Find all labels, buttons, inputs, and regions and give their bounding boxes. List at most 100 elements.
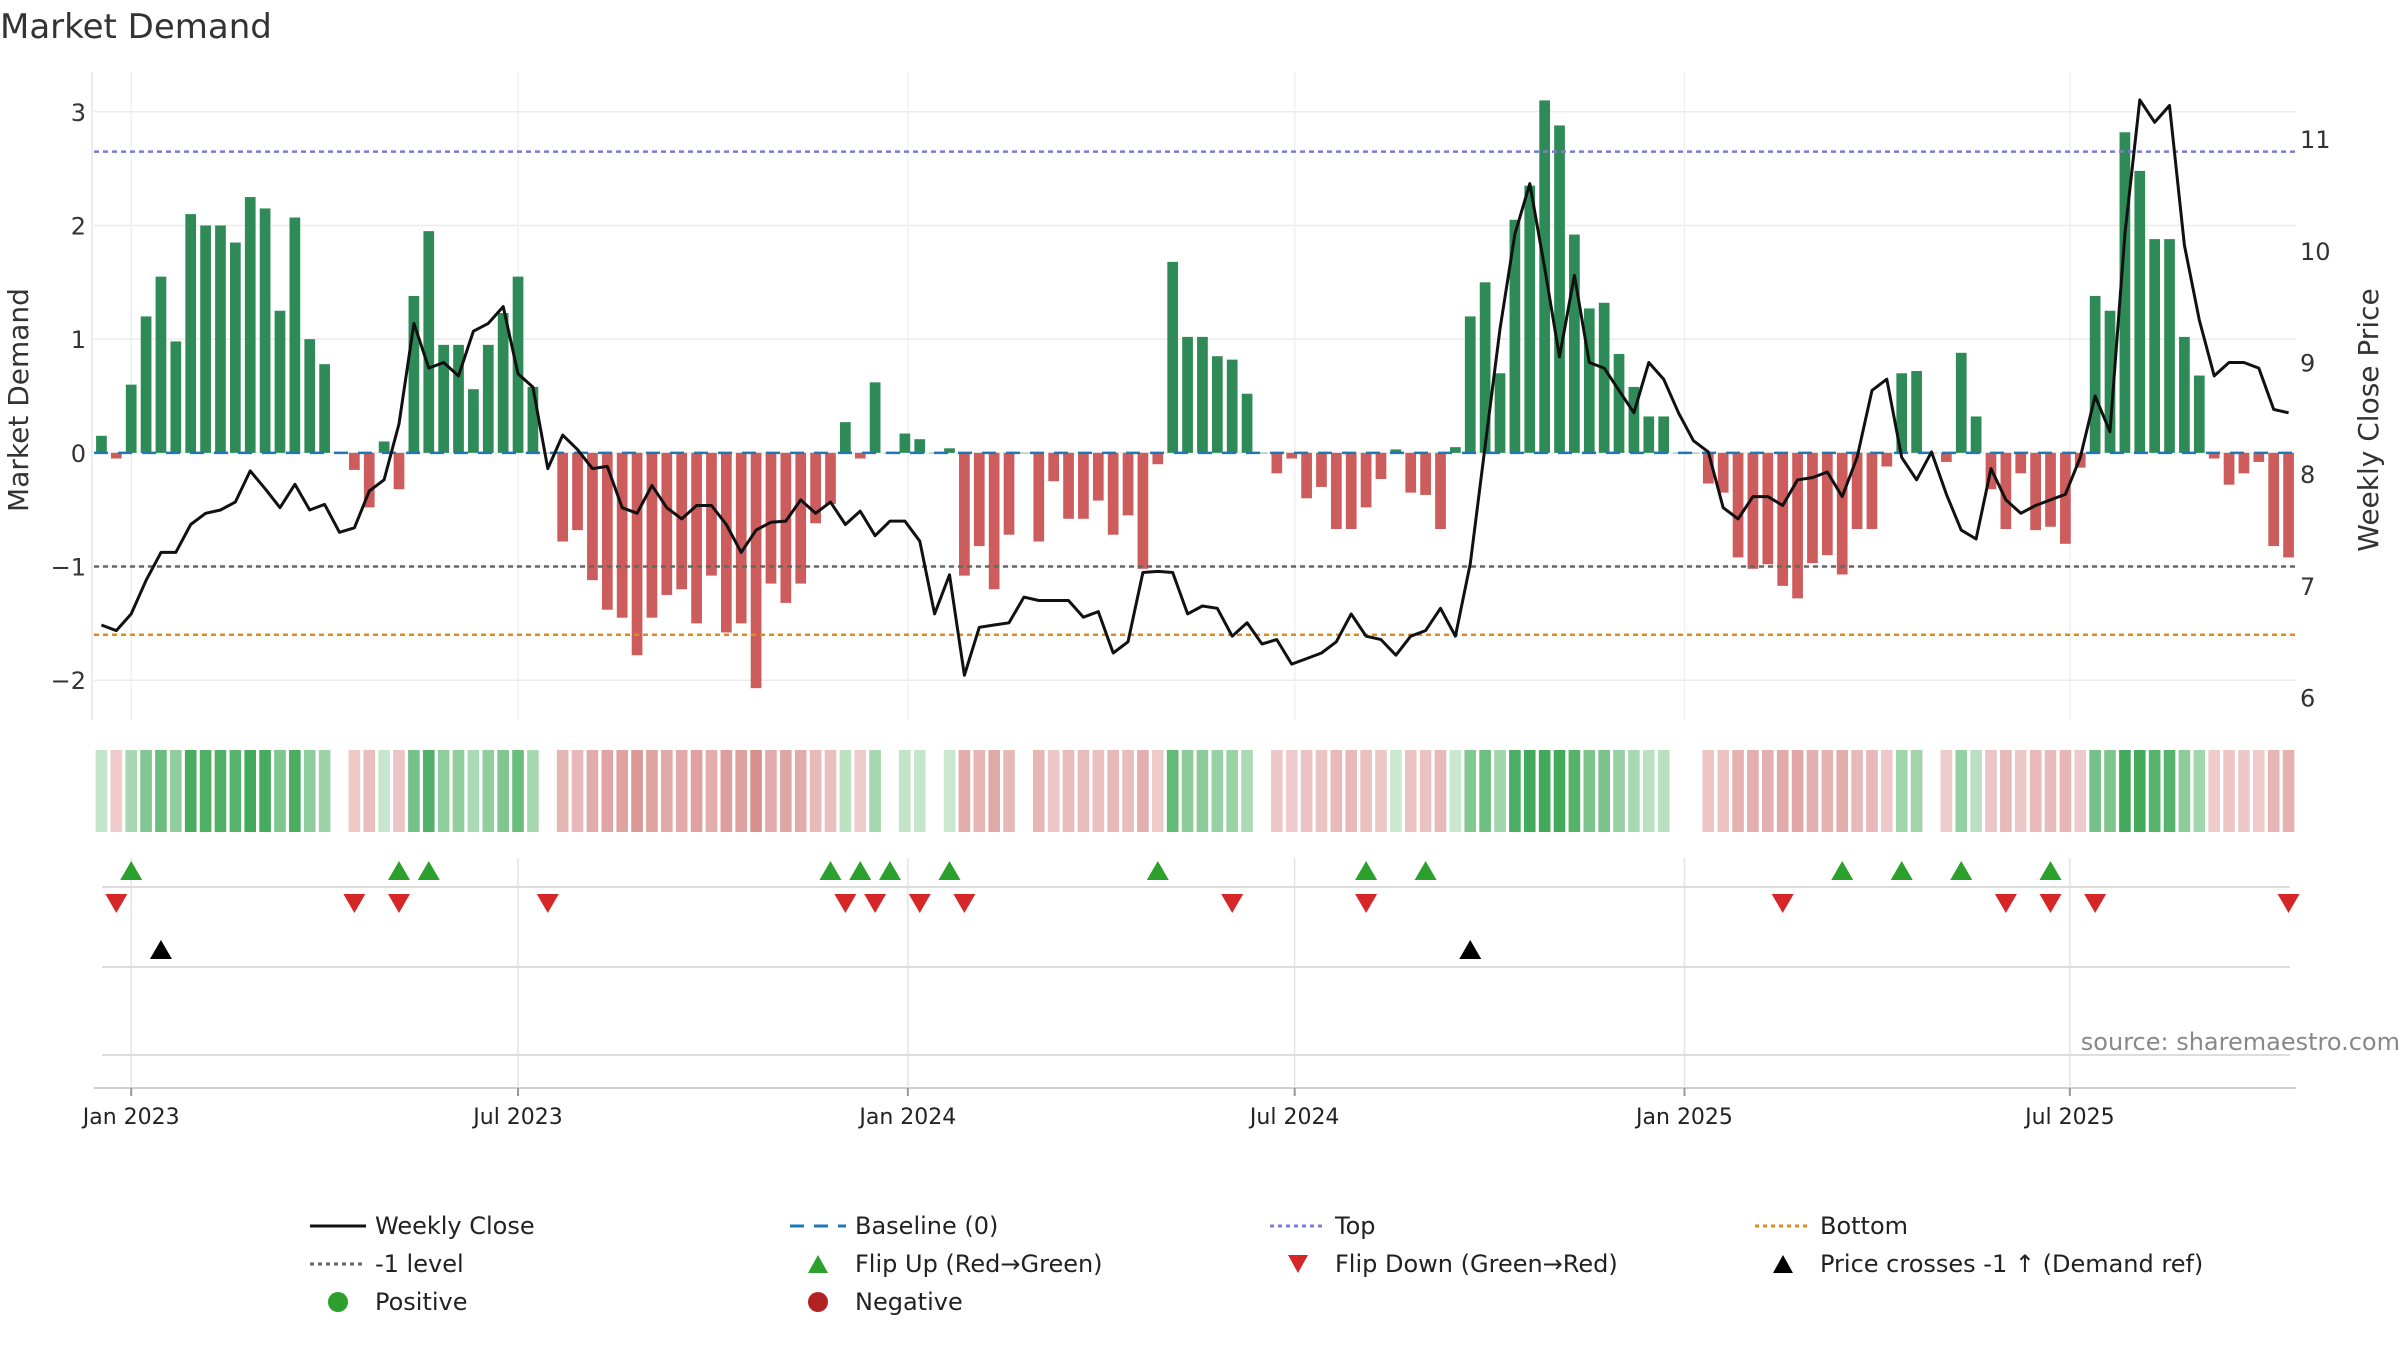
demand-bar (1762, 452, 1774, 565)
demand-bar (140, 316, 152, 453)
demand-bar (2000, 452, 2012, 530)
demand-bar (1955, 352, 1967, 453)
demand-bar (1078, 452, 1089, 519)
heat-cell (1390, 750, 1402, 832)
flip-up-marker (1950, 861, 1973, 880)
heat-cell (1494, 750, 1506, 832)
heat-cell (125, 750, 137, 832)
heat-cell (1821, 750, 1834, 832)
demand-bar (1658, 416, 1670, 453)
heat-cell (1851, 750, 1863, 832)
demand-bar (601, 452, 613, 610)
heat-cell (2238, 750, 2250, 832)
legend-label: Baseline (0) (855, 1212, 999, 1240)
demand-bar (1360, 452, 1372, 508)
heat-cell (1285, 750, 1298, 832)
demand-bar (512, 276, 524, 453)
demand-bar (840, 422, 851, 453)
demand-bar (1241, 393, 1253, 453)
demand-bar (2119, 132, 2131, 453)
heat-cell (1866, 750, 1878, 832)
heat-cell (1137, 750, 1149, 832)
demand-bar (1271, 452, 1283, 474)
demand-bar (497, 313, 509, 453)
heat-cell (809, 750, 822, 832)
flip-down-marker (2084, 894, 2107, 913)
heat-cell (854, 750, 867, 832)
level-lines (94, 150, 2296, 636)
heat-cell (1613, 750, 1625, 832)
x-tick-label: Jan 2023 (81, 1105, 180, 1130)
heat-cell (1642, 750, 1655, 832)
heat-cell (408, 750, 420, 832)
dot-icon (785, 1284, 851, 1320)
demand-bar (215, 225, 226, 453)
x-axis-ticks: Jan 2023 Jul 2023 Jan 2024 Jul 2024 Jan 2025… (81, 1088, 2115, 1130)
heat-cell (1717, 750, 1729, 832)
heat-cell (199, 750, 212, 832)
legend-symbol (1265, 1208, 1331, 1244)
triangle-down-icon (1265, 1246, 1331, 1282)
heat-cell (2000, 750, 2012, 832)
chart-title: Market Demand (0, 7, 272, 47)
demand-bar (1316, 452, 1327, 487)
heat-cell (2267, 750, 2280, 832)
heat-cell (2059, 750, 2072, 832)
heat-cell (2133, 750, 2146, 832)
demand-bar (795, 452, 807, 584)
legend-symbol (1750, 1208, 1816, 1244)
heat-cell (110, 750, 123, 832)
heat-cell (1479, 750, 1491, 832)
source-credit: source: sharemaestro.com (2081, 1028, 2400, 1056)
y2-tick-label: 11 (2300, 126, 2331, 154)
demand-bar (1450, 447, 1461, 453)
x-tick-label: Jan 2025 (1634, 1105, 1733, 1130)
heat-cell (1330, 750, 1343, 832)
demand-bar (1197, 336, 1208, 453)
heat-cell (452, 750, 465, 832)
heat-cell (155, 750, 167, 832)
demand-bar (2089, 295, 2101, 453)
demand-bar (1970, 416, 1982, 453)
heat-cell (170, 750, 182, 832)
demand-bar (572, 452, 583, 531)
legend-label: Positive (375, 1288, 468, 1316)
flip-down-marker (1221, 894, 1244, 913)
heat-cell (1732, 750, 1744, 832)
demand-bar (1464, 316, 1476, 453)
price-cross-marker (149, 940, 172, 959)
heat-cell (527, 750, 539, 832)
weekly-close-line (100, 98, 2289, 677)
demand-bar (1777, 452, 1789, 586)
demand-bar (2238, 452, 2250, 474)
demand-bar (1003, 452, 1015, 535)
event-markers (94, 861, 2300, 1089)
heat-cell (1300, 750, 1313, 832)
y2-tick-label: 7 (2300, 573, 2315, 601)
legend-label: Negative (855, 1288, 963, 1316)
legend-item-baseline: Baseline (0) (785, 1208, 998, 1244)
flip-up-marker (819, 861, 842, 880)
heat-cell (482, 750, 495, 832)
legend-label: Weekly Close (375, 1212, 535, 1240)
heat-cell (244, 750, 257, 832)
demand-bar (750, 452, 762, 689)
demand-bar (1554, 125, 1565, 453)
legend-symbol (785, 1208, 851, 1244)
demand-bar (1896, 373, 1908, 453)
y2-tick-label: 6 (2300, 685, 2315, 713)
demand-bar (1524, 185, 1536, 453)
grid-lines (91, 72, 2296, 1088)
demand-bar (854, 452, 866, 459)
heat-cell (363, 750, 376, 832)
demand-bar (1732, 452, 1744, 558)
heat-cell (824, 750, 837, 832)
demand-bar (1747, 452, 1759, 569)
demand-bar (691, 452, 702, 624)
flip-up-marker (1831, 861, 1854, 880)
flip-up-marker (849, 861, 872, 880)
heat-cell (214, 750, 227, 832)
demand-bar (1807, 452, 1818, 564)
demand-bar (408, 295, 420, 453)
demand-bar (200, 225, 211, 453)
